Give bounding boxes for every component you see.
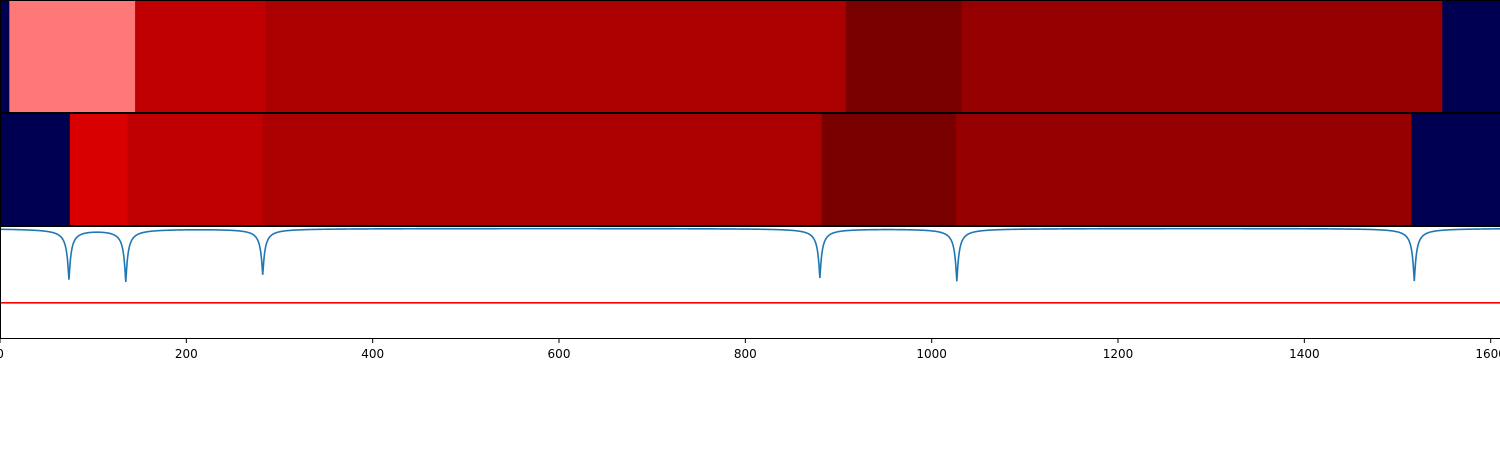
top-segment-1: [9, 0, 136, 112]
signal-line: [0, 227, 1500, 283]
axes-frames: [0, 0, 1500, 339]
top-segment-2: [135, 0, 267, 112]
signal-panel-frame: [0, 226, 1500, 339]
x-tick-label-600: 600: [548, 347, 571, 361]
middle-panel-frame: [0, 113, 1500, 226]
top-segment-3: [265, 0, 847, 112]
top-segment-6: [1442, 0, 1500, 112]
x-tick-label-200: 200: [175, 347, 198, 361]
top-segment-4: [845, 0, 963, 112]
top-segment-panel: [0, 0, 1500, 112]
middle-segment-2: [127, 113, 264, 225]
middle-segment-0: [0, 113, 71, 225]
middle-segment-panel: [0, 113, 1500, 225]
top-segment-0: [0, 0, 10, 112]
signal-panel: [0, 227, 1500, 304]
x-tick-label-800: 800: [734, 347, 757, 361]
middle-segment-4: [821, 113, 957, 225]
top-panel-frame: [0, 0, 1500, 113]
x-tick-label-400: 400: [361, 347, 384, 361]
x-tick-label-0: 0: [0, 347, 4, 361]
x-tick-label-1400: 1400: [1289, 347, 1320, 361]
middle-segment-3: [262, 113, 823, 225]
x-axis: 0 200 400 600 800 1000 1200 1400 1600: [0, 338, 1500, 361]
middle-segment-6: [1411, 113, 1500, 225]
top-segment-5: [961, 0, 1443, 112]
middle-segment-5: [955, 113, 1413, 225]
middle-segment-1: [69, 113, 129, 225]
x-tick-label-1200: 1200: [1103, 347, 1134, 361]
x-tick-label-1600: 1600: [1475, 347, 1500, 361]
x-tick-label-1000: 1000: [916, 347, 947, 361]
